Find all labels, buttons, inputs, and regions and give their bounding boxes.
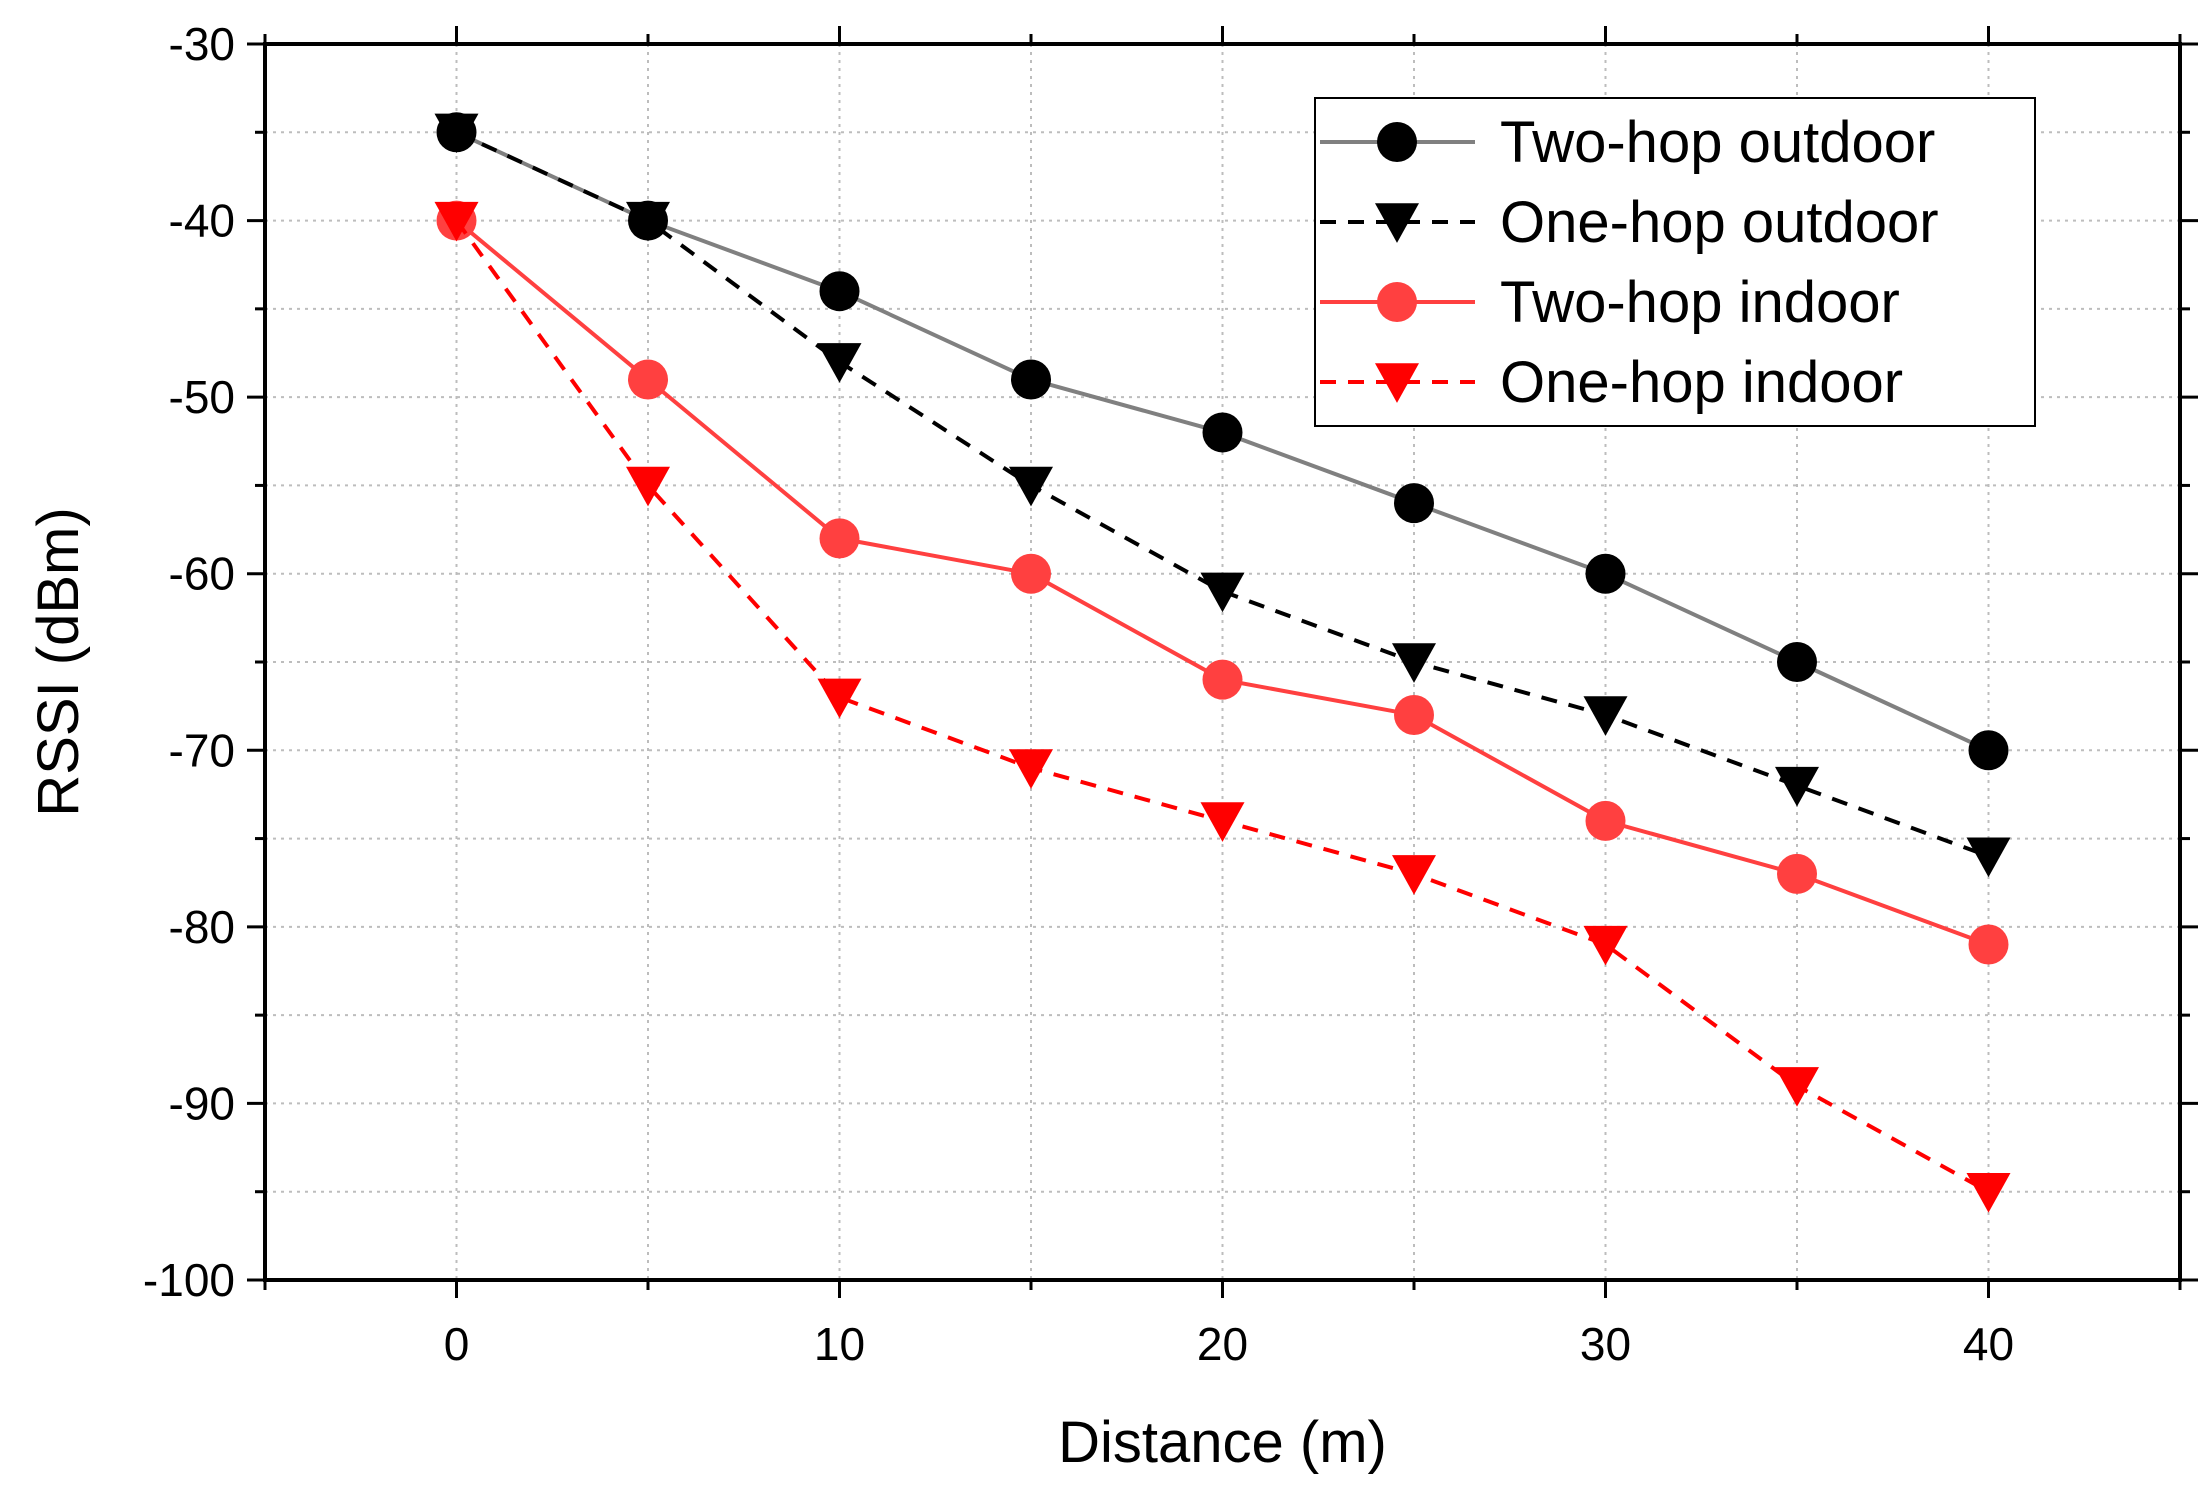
y-tick-label: -100 bbox=[143, 1254, 235, 1306]
data-point bbox=[434, 201, 479, 242]
data-point bbox=[1775, 1067, 1819, 1107]
data-point bbox=[1011, 553, 1051, 594]
y-tick-label: -70 bbox=[169, 724, 235, 776]
y-axis-title: RSSI (dBm) bbox=[26, 507, 91, 816]
legend-marker bbox=[1377, 122, 1417, 162]
data-point bbox=[1583, 925, 1628, 966]
axis-ticks: 0 10 20 30 40 -30 -40 -50 -60 -70 -80 -90 -100 bbox=[143, 18, 2198, 1370]
legend-item: One-hop outdoor bbox=[1320, 190, 1939, 255]
data-point bbox=[626, 466, 670, 507]
legend-marker bbox=[1377, 282, 1417, 322]
series-1 bbox=[434, 113, 2011, 878]
data-point bbox=[819, 518, 860, 559]
series-line bbox=[455, 130, 1990, 859]
data-point bbox=[1394, 694, 1434, 735]
data-point bbox=[1200, 802, 1245, 842]
data-point bbox=[1583, 696, 1628, 736]
legend-marker bbox=[1375, 203, 1419, 243]
data-point bbox=[1200, 572, 1245, 613]
y-tick-label: -30 bbox=[169, 18, 235, 70]
series-0 bbox=[436, 112, 2009, 771]
data-point bbox=[1392, 643, 1436, 683]
x-tick-label: 30 bbox=[1580, 1318, 1631, 1370]
data-point bbox=[434, 113, 479, 154]
legend: Two-hop outdoor One-hop outdoor Two-hop in… bbox=[1314, 97, 2036, 427]
data-point bbox=[1968, 924, 2009, 965]
data-point bbox=[1777, 853, 1817, 894]
data-point bbox=[1011, 359, 1051, 400]
data-point bbox=[1585, 800, 1626, 841]
data-point bbox=[1966, 1173, 2011, 1213]
legend-item: Two-hop outdoor bbox=[1320, 110, 1935, 175]
y-tick-label: -50 bbox=[169, 371, 235, 423]
data-point bbox=[1202, 412, 1243, 453]
legend-label: One-hop outdoor bbox=[1500, 190, 1939, 255]
data-point bbox=[817, 343, 862, 383]
data-point bbox=[819, 271, 860, 312]
data-point bbox=[817, 678, 862, 719]
data-point bbox=[1966, 837, 2011, 878]
x-tick-label: 20 bbox=[1197, 1318, 1248, 1370]
data-point bbox=[1392, 855, 1436, 895]
x-tick-label: 0 bbox=[444, 1318, 470, 1370]
legend-item: One-hop indoor bbox=[1320, 350, 1903, 415]
legend-label: One-hop indoor bbox=[1500, 350, 1903, 415]
data-point bbox=[1968, 730, 2009, 771]
y-tick-label: -40 bbox=[169, 195, 235, 247]
data-point bbox=[1009, 749, 1053, 789]
legend-items: Two-hop outdoor One-hop outdoor Two-hop in… bbox=[1320, 110, 1939, 415]
series-layer bbox=[434, 112, 2011, 1213]
legend-label: Two-hop indoor bbox=[1500, 270, 1900, 335]
y-tick-label: -60 bbox=[169, 548, 235, 600]
data-point bbox=[1394, 483, 1434, 524]
legend-marker bbox=[1375, 363, 1419, 403]
x-tick-label: 10 bbox=[814, 1318, 865, 1370]
data-point bbox=[1777, 642, 1817, 682]
data-point bbox=[1775, 766, 1819, 807]
legend-box bbox=[1314, 97, 2036, 427]
data-point bbox=[628, 359, 668, 400]
data-point bbox=[1585, 553, 1626, 594]
data-point bbox=[1009, 466, 1053, 507]
y-tick-label: -80 bbox=[169, 901, 235, 953]
x-tick-label: 40 bbox=[1963, 1318, 2014, 1370]
data-point bbox=[1202, 659, 1243, 700]
y-tick-label: -90 bbox=[169, 1077, 235, 1129]
legend-item: Two-hop indoor bbox=[1320, 270, 1900, 335]
legend-label: Two-hop outdoor bbox=[1500, 110, 1935, 175]
data-point bbox=[626, 201, 670, 242]
x-axis-title: Distance (m) bbox=[1058, 1410, 1387, 1475]
series-3 bbox=[434, 201, 2011, 1213]
